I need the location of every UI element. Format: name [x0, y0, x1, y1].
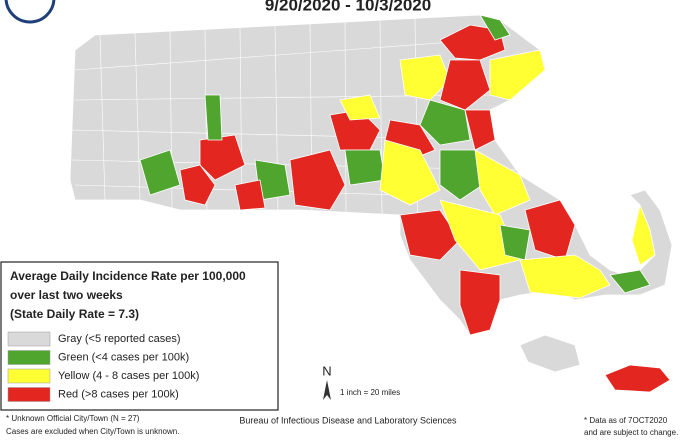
- legend: Average Daily Incidence Rate per 100,000…: [0, 261, 279, 411]
- town: [439, 24, 506, 61]
- title: 9/20/2020 - 10/3/2020: [265, 0, 431, 14]
- town: [399, 54, 451, 101]
- north-label: N: [322, 363, 331, 378]
- footnote: and are subject to change.: [584, 428, 678, 437]
- town: [379, 139, 441, 206]
- island: [519, 334, 581, 373]
- footnote: * Data as of 7OCT2020: [584, 416, 668, 425]
- legend-label: Yellow (4 - 8 cases per 100k): [58, 370, 199, 382]
- town: [339, 94, 381, 121]
- legend-title: (State Daily Rate = 7.3): [10, 307, 139, 321]
- north-arrow: N: [322, 363, 332, 400]
- legend-label: Red (>8 cases per 100k): [58, 388, 179, 400]
- town: [234, 179, 266, 211]
- legend-swatch: [7, 331, 51, 347]
- legend-swatch: [7, 350, 51, 365]
- island: [604, 364, 671, 393]
- legend-title: Average Daily Incidence Rate per 100,000: [10, 269, 246, 283]
- legend-label: Gray (<5 reported cases): [58, 333, 181, 345]
- legend-title: over last two weeks: [10, 288, 123, 302]
- town: [459, 269, 501, 336]
- town: [179, 164, 216, 206]
- town: [439, 59, 491, 111]
- town: [199, 134, 246, 181]
- town: [139, 149, 181, 196]
- town: [439, 199, 521, 271]
- town: [464, 109, 496, 151]
- town: [204, 94, 223, 141]
- town: [631, 203, 656, 266]
- town: [344, 149, 386, 186]
- town: [474, 149, 531, 216]
- town: [399, 209, 461, 261]
- town: [479, 14, 511, 41]
- town: [419, 99, 471, 146]
- legend-swatch: [7, 368, 51, 384]
- town: [609, 269, 651, 294]
- logo: [4, 0, 56, 24]
- town: [489, 49, 546, 101]
- town: [519, 254, 611, 299]
- town-patches: [139, 14, 656, 336]
- legend-label: Green (<4 cases per 100k): [58, 351, 189, 363]
- state-map: [69, 14, 673, 393]
- footnote: Cases are excluded when City/Town is unk…: [6, 427, 179, 436]
- town: [289, 149, 346, 211]
- scale-note: 1 inch = 20 miles: [340, 388, 400, 397]
- town: [524, 199, 576, 261]
- footnote: * Unknown Official City/Town (N = 27): [6, 414, 140, 423]
- bureau-note: Bureau of Infectious Disease and Laborat…: [239, 415, 457, 425]
- legend-swatch: [7, 387, 51, 402]
